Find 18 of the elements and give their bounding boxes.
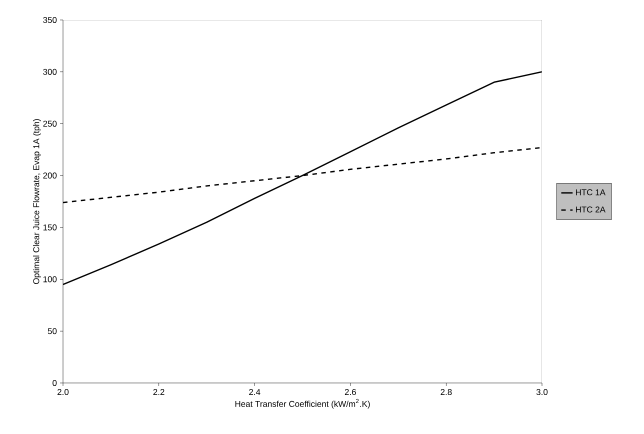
legend-label: HTC 1A (576, 189, 606, 196)
x-tick-label: 2.8 (440, 389, 452, 396)
y-tick-label: 0 (52, 380, 57, 386)
x-tick-label: 2.2 (153, 389, 164, 395)
y-tick-label: 150 (43, 224, 57, 230)
x-tick-label: 2.6 (344, 389, 356, 396)
x-axis-title: Heat Transfer Coefficient (kW/m$^{2}$.K) (235, 398, 370, 409)
x-tick-label: 2.4 (249, 389, 260, 395)
x-tick-label: 3.0 (536, 389, 548, 396)
y-tick-label: 200 (43, 172, 57, 179)
y-tick-label: 250 (43, 120, 57, 127)
y-tick-label: 50 (48, 328, 57, 334)
y-tick-label: 350 (43, 16, 57, 23)
x-tick-label: 2.0 (58, 389, 69, 396)
y-axis-title: Optimal Clear Juice Flowrate, Evap 1A (tph) (33, 119, 41, 284)
legend-label: HTC 2A (576, 206, 606, 212)
y-tick-label: 300 (43, 68, 57, 75)
y-tick-label: 100 (43, 276, 57, 282)
